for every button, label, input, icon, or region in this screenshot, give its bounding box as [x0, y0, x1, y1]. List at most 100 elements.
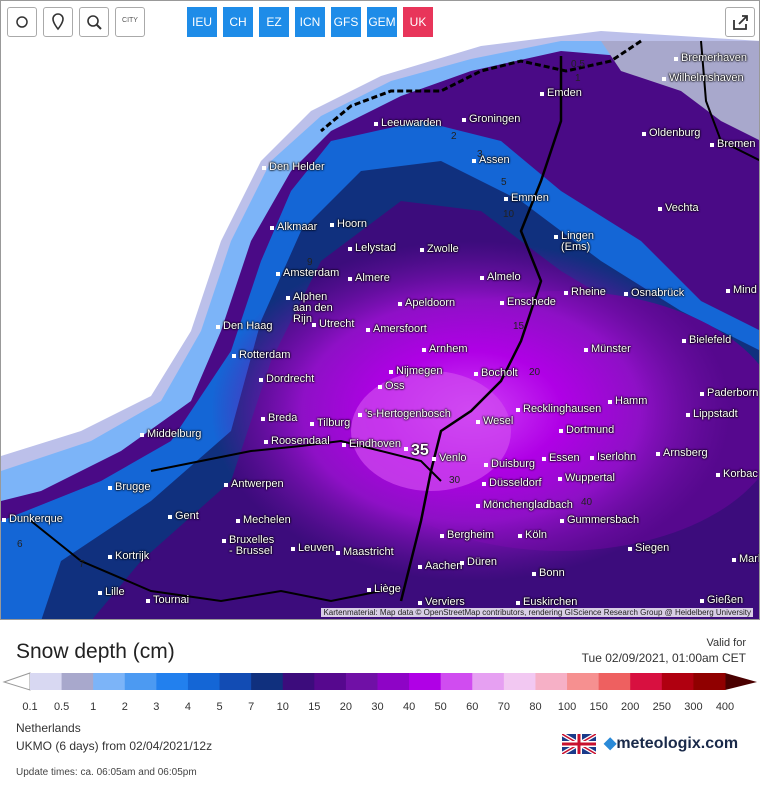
city-label: Assen — [472, 154, 510, 166]
model-button[interactable]: EZ — [259, 7, 289, 37]
legend-swatch — [693, 673, 726, 690]
city-label: Oldenburg — [641, 127, 701, 139]
legend-label: 200 — [621, 701, 639, 713]
legend-swatch — [61, 673, 94, 690]
legend-label: 5 — [216, 701, 222, 713]
contour-label: 6 — [17, 539, 23, 550]
city-label: Bocholt — [474, 367, 518, 379]
legend-swatch — [535, 673, 568, 690]
model-button[interactable]: IEU — [187, 7, 217, 37]
location-button[interactable] — [43, 7, 73, 37]
legend-swatch — [630, 673, 663, 690]
city-label: Bremerhaven — [673, 52, 748, 64]
city-toggle[interactable]: CITY — [115, 7, 145, 37]
city-label: 's-Hertogenbosch — [358, 408, 451, 420]
uk-flag — [562, 734, 596, 754]
model-button[interactable]: GEM — [367, 7, 397, 37]
valid-label: Valid for — [706, 637, 746, 649]
city-label: Köln — [517, 529, 548, 541]
contour-label: 5 — [501, 177, 507, 188]
legend-swatch — [472, 673, 505, 690]
city-label: Vechta — [658, 202, 699, 214]
city-label: Münster — [584, 343, 631, 355]
legend-swatch — [93, 673, 126, 690]
city-label: Leeuwarden — [374, 117, 442, 129]
model-button[interactable]: CH — [223, 7, 253, 37]
city-label: Lille — [98, 586, 125, 598]
city-label: Groningen — [461, 113, 521, 125]
city-label: Verviers — [418, 596, 465, 608]
city-label: Enschede — [500, 296, 556, 308]
city-label: Dordrecht — [258, 373, 315, 385]
city-label: Euskirchen — [515, 596, 578, 608]
legend-swatch — [503, 673, 536, 690]
city-label: Duisburg — [483, 458, 536, 470]
city-label: Bruxelles - Brussel — [221, 534, 275, 557]
city-label: Paderborn — [699, 387, 759, 399]
city-label: Almere — [348, 272, 390, 284]
legend-label: 250 — [653, 701, 671, 713]
legend-label: 2 — [122, 701, 128, 713]
city-label: Leuven — [290, 542, 335, 554]
city-label: Wesel — [475, 415, 514, 427]
panel-title: Snow depth (cm) — [16, 640, 175, 663]
model-button[interactable]: ICN — [295, 7, 325, 37]
contour-label: 9 — [307, 257, 313, 268]
city-label: Lingen (Ems) — [553, 230, 595, 253]
legend-swatch — [598, 673, 631, 690]
city-label: Maastricht — [336, 546, 394, 558]
city-label: Amsterdam — [275, 267, 340, 279]
city-label: Dunkerque — [2, 513, 63, 525]
legend-label: 4 — [185, 701, 191, 713]
city-label: Essen — [542, 452, 580, 464]
legend-swatch — [156, 673, 189, 690]
legend-swatch — [251, 673, 284, 690]
legend-label: 0.1 — [22, 701, 37, 713]
city-label: Osnabrück — [623, 287, 685, 299]
legend-swatch — [314, 673, 347, 690]
refresh-button[interactable] — [7, 7, 37, 37]
legend-swatch — [282, 673, 315, 690]
city-label: Brugge — [107, 481, 151, 493]
city-label: Almelo — [480, 271, 521, 283]
zoom-out-button[interactable] — [79, 7, 109, 37]
legend-label: 10 — [277, 701, 289, 713]
legend-label: 3 — [153, 701, 159, 713]
legend-label: 60 — [466, 701, 478, 713]
contour-label: 15 — [513, 321, 525, 332]
city-label: Dortmund — [558, 424, 615, 436]
city-label: Emmen — [504, 192, 549, 204]
contour-label: 3 — [477, 149, 483, 160]
legend-label: 70 — [498, 701, 510, 713]
contour-label: 0.5 — [571, 59, 585, 70]
city-label: Rheine — [564, 286, 606, 298]
city-label: Eindhoven — [342, 438, 401, 450]
city-label: Gummersbach — [559, 514, 640, 526]
contour-label: 1 — [575, 73, 581, 84]
model-button[interactable]: UK — [403, 7, 433, 37]
legend-label: 20 — [340, 701, 352, 713]
city-label: Den Haag — [216, 320, 273, 332]
city-label: Siegen — [627, 542, 670, 554]
city-label: Amersfoort — [366, 323, 427, 335]
region: Netherlands — [16, 721, 81, 735]
city-label: Recklinghausen — [515, 403, 602, 415]
city-label: Venlo — [432, 452, 467, 464]
city-label: Tilburg — [309, 417, 351, 429]
legend-label: 30 — [371, 701, 383, 713]
legend-swatch — [219, 673, 252, 690]
share-button[interactable] — [725, 7, 755, 37]
city-label: Arnhem — [422, 343, 468, 355]
city-label: Lippstadt — [686, 408, 738, 420]
city-label: Apeldoorn — [397, 297, 456, 309]
model-button[interactable]: GFS — [331, 7, 361, 37]
city-label: Gent — [168, 510, 199, 522]
legend-label: 1 — [90, 701, 96, 713]
model-run: UKMO (6 days) from 02/04/2021/12z — [16, 739, 213, 753]
city-label: Düren — [460, 556, 497, 568]
legend-swatch — [661, 673, 694, 690]
color-legend: 0.1 0.5 1 2 3 4 5 7 10 15 20 30 40 50 60 70 80 100 150 200 2… — [2, 672, 757, 713]
city-label: Wuppertal — [558, 472, 615, 484]
city-label: Tournai — [145, 594, 190, 606]
